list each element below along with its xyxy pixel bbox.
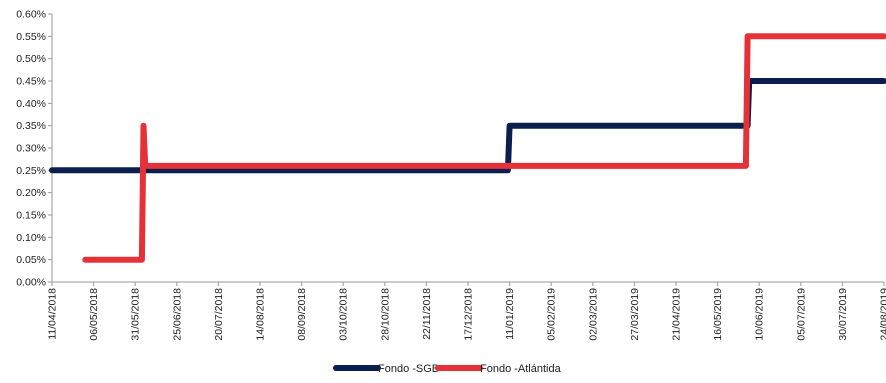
y-tick-label: 0.10%: [16, 232, 46, 244]
y-tick-label: 0.30%: [16, 143, 46, 155]
y-tick-label: 0.45%: [16, 76, 46, 88]
series-line-fondo-sgb: [49, 78, 886, 174]
x-tick-label: 17/12/2018: [463, 288, 475, 341]
y-tick-label: 0.60%: [16, 9, 46, 21]
x-tick-label: 31/05/2018: [130, 288, 142, 341]
y-tick-label: 0.00%: [16, 277, 46, 289]
x-tick-label: 14/08/2018: [255, 288, 267, 341]
x-tick-label: 03/10/2018: [338, 288, 350, 341]
x-tick-label: 05/02/2019: [546, 288, 558, 341]
y-tick-label: 0.25%: [16, 165, 46, 177]
x-tick-label: 24/08/2019: [879, 288, 886, 341]
x-tick-label: 30/07/2019: [837, 288, 849, 341]
y-tick-label: 0.55%: [16, 31, 46, 43]
x-tick-label: 11/01/2019: [504, 288, 516, 340]
x-tick-label: 05/07/2019: [795, 288, 807, 341]
series-line-fondo-atlantida: [82, 33, 886, 263]
x-tick-label: 25/06/2018: [171, 288, 183, 341]
y-tick-label: 0.05%: [16, 254, 46, 266]
x-tick-label: 16/05/2019: [712, 288, 724, 341]
x-tick-label: 02/03/2019: [587, 288, 599, 341]
x-tick-label: 22/11/2018: [421, 288, 433, 340]
legend: Fondo -SGB Fondo -Atlántida: [333, 363, 562, 375]
x-axis: 11/04/2018 06/05/2018 31/05/2018 25/06/2018…: [47, 281, 886, 341]
y-tick-label: 0.50%: [16, 53, 46, 65]
y-tick-label: 0.20%: [16, 187, 46, 199]
x-tick-label: 08/09/2018: [296, 288, 308, 341]
x-tick-label: 06/05/2018: [88, 288, 100, 341]
x-tick-label: 20/07/2018: [213, 288, 225, 341]
y-tick-label: 0.40%: [16, 98, 46, 110]
x-tick-label: 28/10/2018: [379, 288, 391, 341]
y-tick-label: 0.15%: [16, 210, 46, 222]
y-tick-label: 0.35%: [16, 120, 46, 132]
x-tick-label: 27/03/2019: [629, 288, 641, 341]
y-axis: 0.00% 0.05% 0.10% 0.15% 0.20% 0.25% 0.30% 0.35%…: [16, 9, 53, 289]
x-tick-label: 10/06/2019: [754, 288, 766, 341]
legend-label-fondo-sgb: Fondo -SGB: [378, 363, 439, 375]
x-tick-label: 21/04/2019: [671, 288, 683, 341]
series-lines: [49, 33, 886, 263]
x-tick-label: 11/04/2018: [47, 288, 59, 340]
legend-label-fondo-atlantida: Fondo -Atlántida: [480, 363, 562, 375]
